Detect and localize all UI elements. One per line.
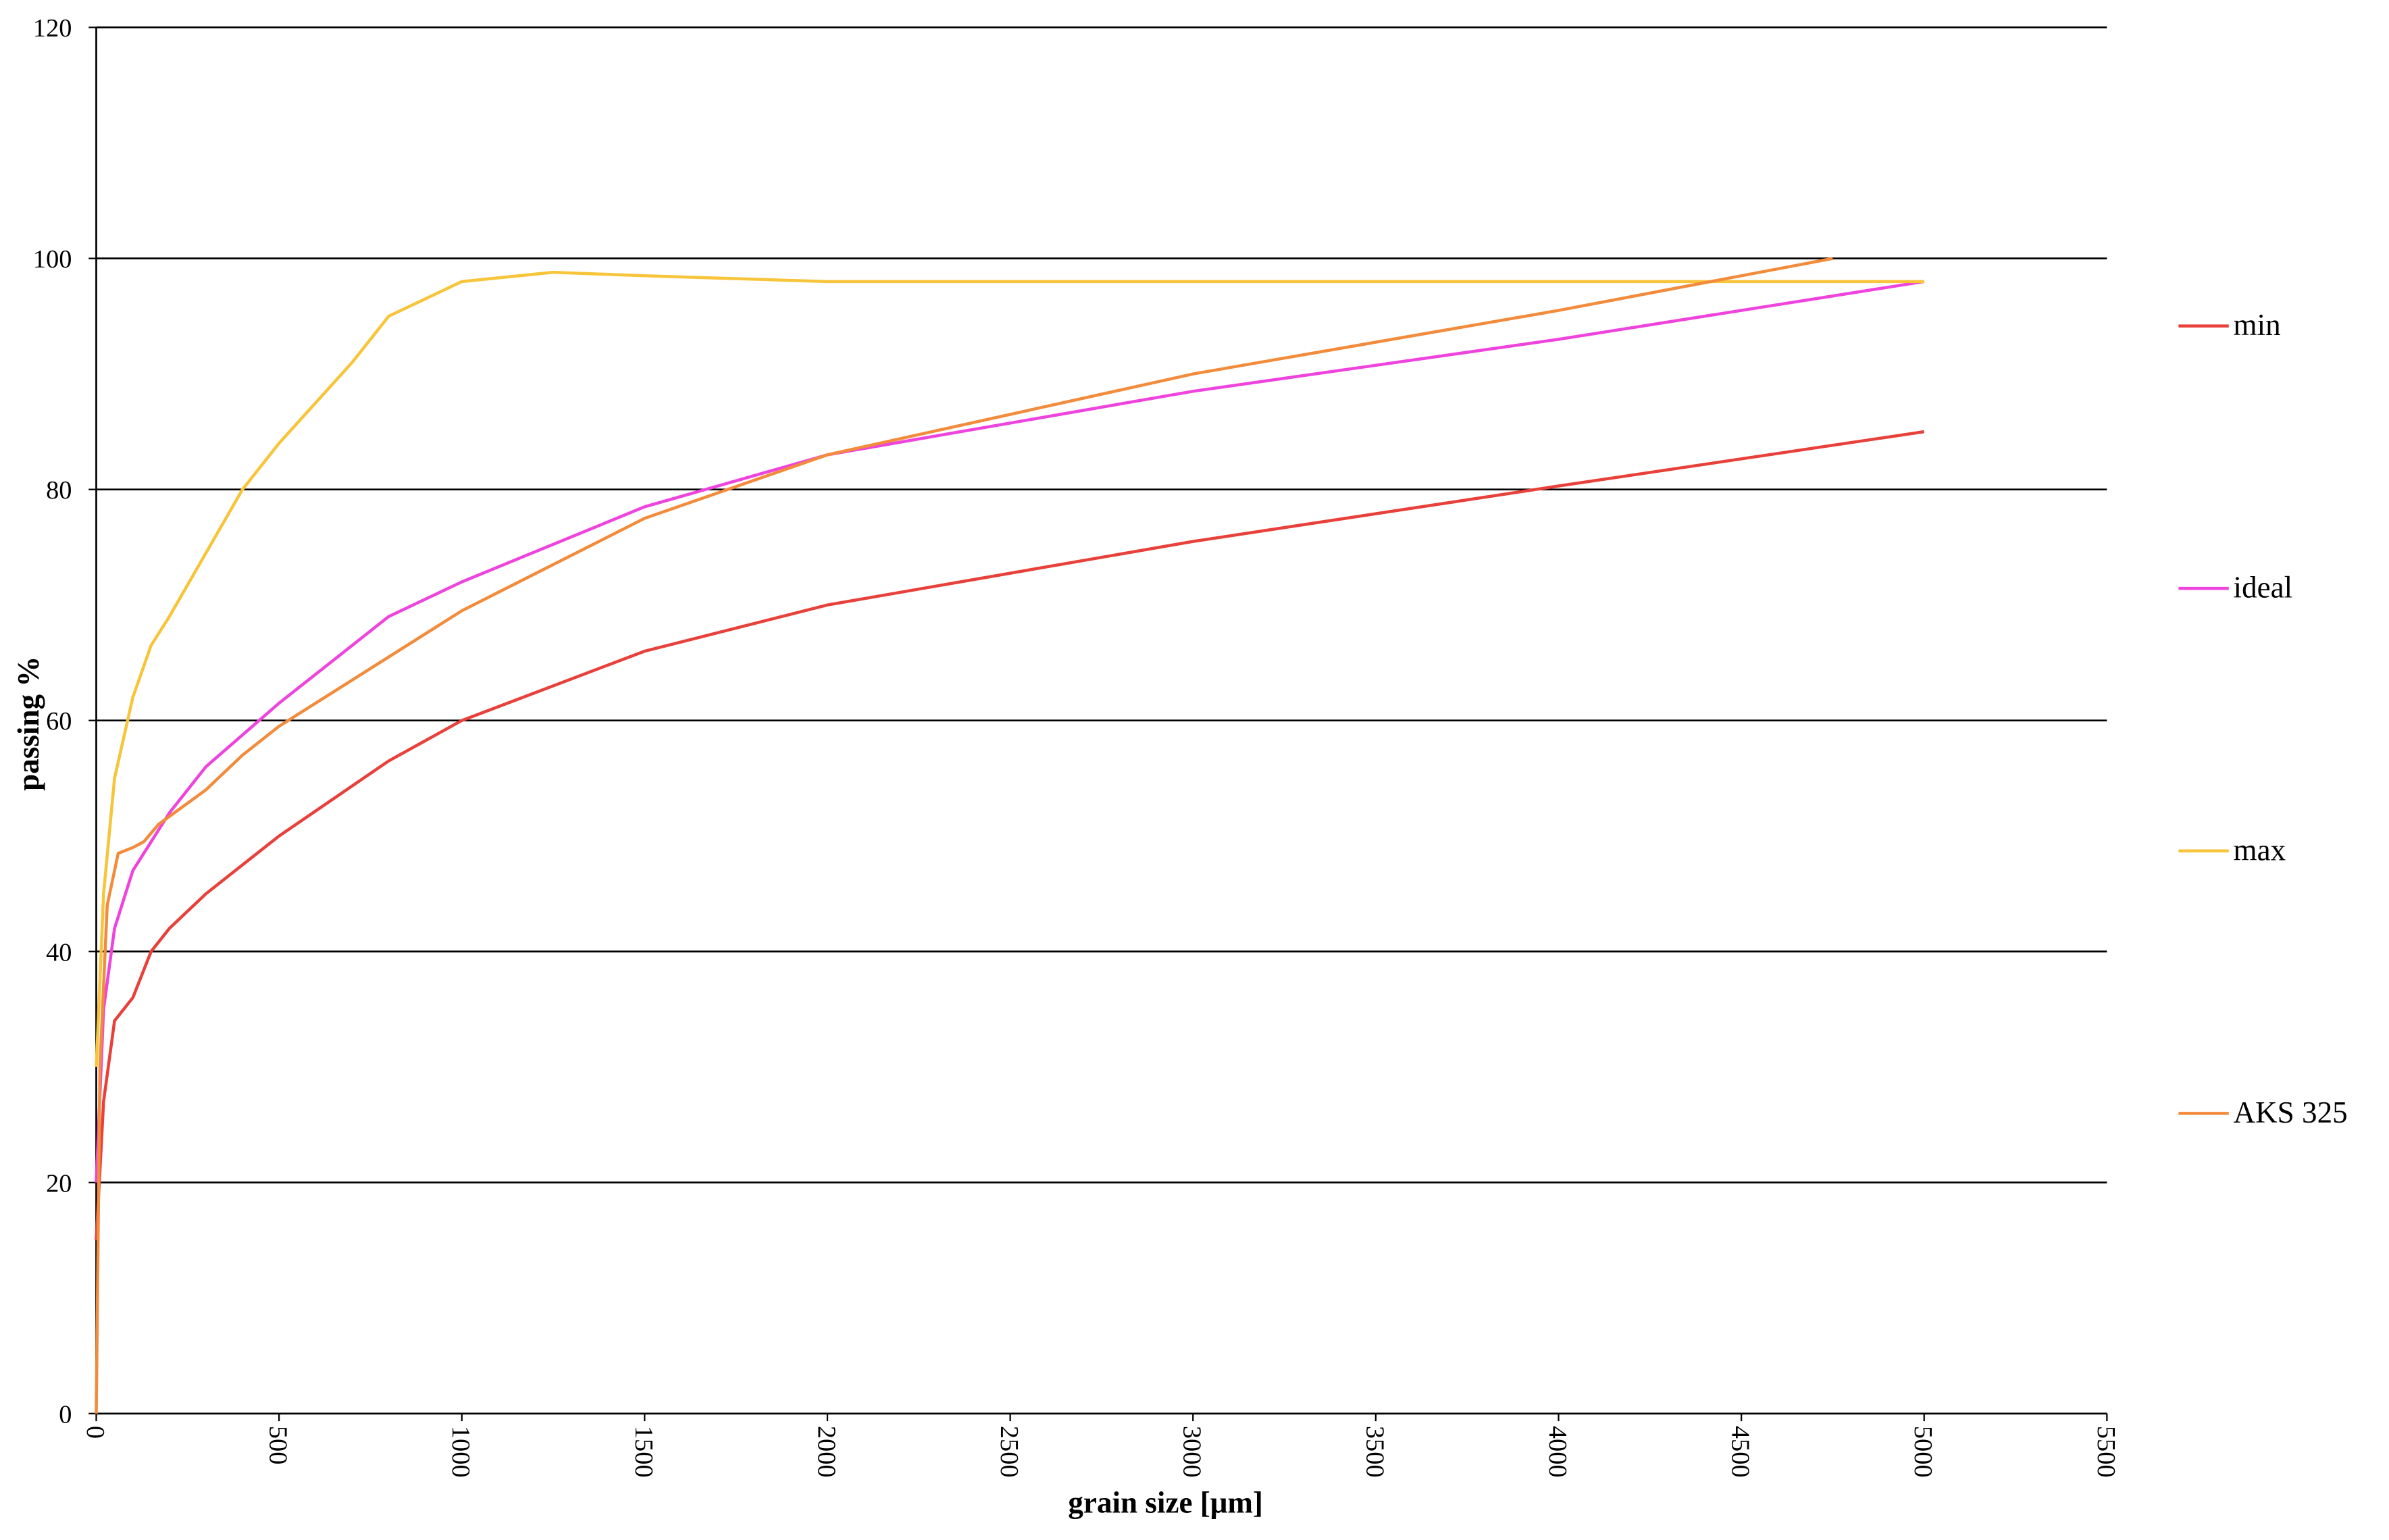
- y-tick-label: 20: [46, 1169, 72, 1198]
- x-tick-label: 0: [81, 1426, 109, 1439]
- x-tick-label: 3500: [1360, 1426, 1389, 1478]
- y-axis-title: passing %: [11, 657, 45, 791]
- y-tick-label: 100: [33, 245, 72, 274]
- x-tick-label: 4500: [1726, 1426, 1755, 1478]
- series-line: [95, 257, 1833, 1414]
- y-tick-label: 0: [59, 1400, 72, 1429]
- x-tick-label: 5000: [1909, 1426, 1937, 1478]
- y-tick-label: 80: [46, 476, 72, 505]
- x-tick-label: 1500: [630, 1426, 658, 1478]
- y-tick-label: 60: [46, 707, 72, 736]
- x-tick-label: 2000: [812, 1426, 840, 1478]
- x-axis-title: grain size [μm]: [1068, 1485, 1263, 1519]
- series-line: [95, 270, 1924, 1067]
- y-tick-label: 40: [46, 938, 72, 967]
- x-tick-label: 3000: [1178, 1426, 1206, 1478]
- legend-label: AKS 325: [2234, 1096, 2348, 1129]
- x-tick-label: 5500: [2092, 1426, 2120, 1478]
- series-line: [95, 280, 1925, 1183]
- y-tick-label: 120: [33, 14, 72, 43]
- legend-label: min: [2234, 308, 2281, 342]
- x-tick-label: 2500: [995, 1426, 1023, 1478]
- x-tick-label: 500: [264, 1426, 292, 1465]
- x-tick-label: 1000: [446, 1426, 475, 1478]
- legend-label: max: [2234, 833, 2286, 867]
- legend-label: ideal: [2234, 571, 2293, 605]
- series-line: [95, 430, 1925, 1241]
- x-tick-label: 4000: [1543, 1426, 1572, 1478]
